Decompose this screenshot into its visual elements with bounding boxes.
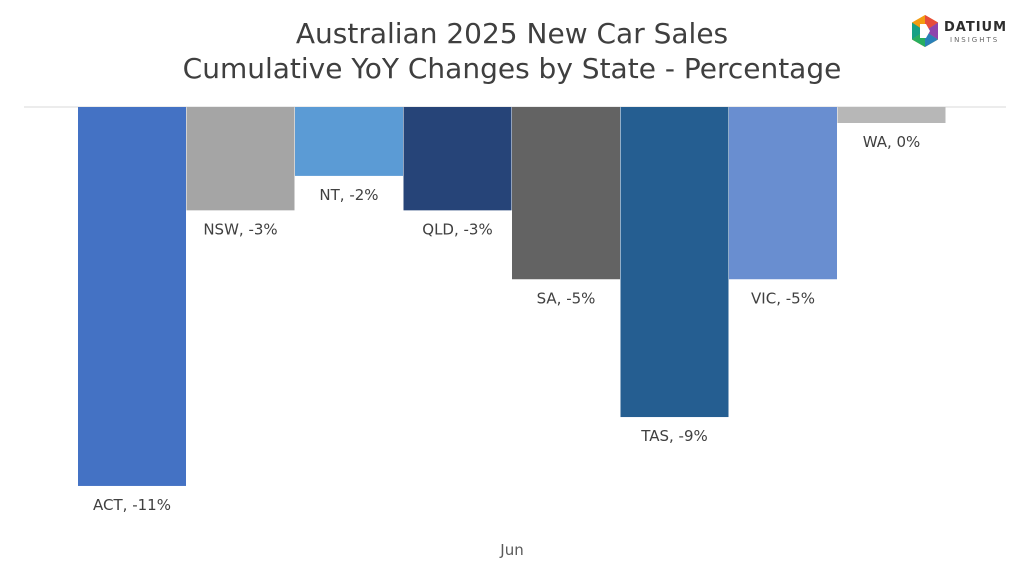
bar-sa [512,107,620,280]
datium-logo: DATIUM INSIGHTS [910,14,1020,54]
data-label-tas: TAS, -9% [640,427,708,445]
bar-qld [403,107,512,211]
data-label-vic: VIC, -5% [751,289,815,307]
chart-title-line-1: Australian 2025 New Car Sales [295,17,729,50]
data-label-sa: SA, -5% [537,289,596,307]
data-label-qld: QLD, -3% [422,220,492,238]
logo-name: DATIUM [944,20,1008,35]
data-label-wa: WA, 0% [863,133,921,151]
bar-tas [620,107,729,418]
bar-wa [837,107,946,123]
bar-act [78,107,186,486]
data-label-act: ACT, -11% [93,496,171,514]
x-axis-label: Jun [499,541,523,559]
logo-subtitle: INSIGHTS [950,36,1000,44]
chart-title: Australian 2025 New Car Sales Cumulative… [0,16,1024,86]
chart-title-line-2: Cumulative YoY Changes by State - Percen… [182,52,842,85]
bar-nsw [186,107,295,211]
bar-nt [295,107,403,176]
data-label-nsw: NSW, -3% [203,220,277,238]
data-label-nt: NT, -2% [319,186,378,204]
datium-logo-icon [912,15,938,47]
bar-vic [729,107,837,280]
